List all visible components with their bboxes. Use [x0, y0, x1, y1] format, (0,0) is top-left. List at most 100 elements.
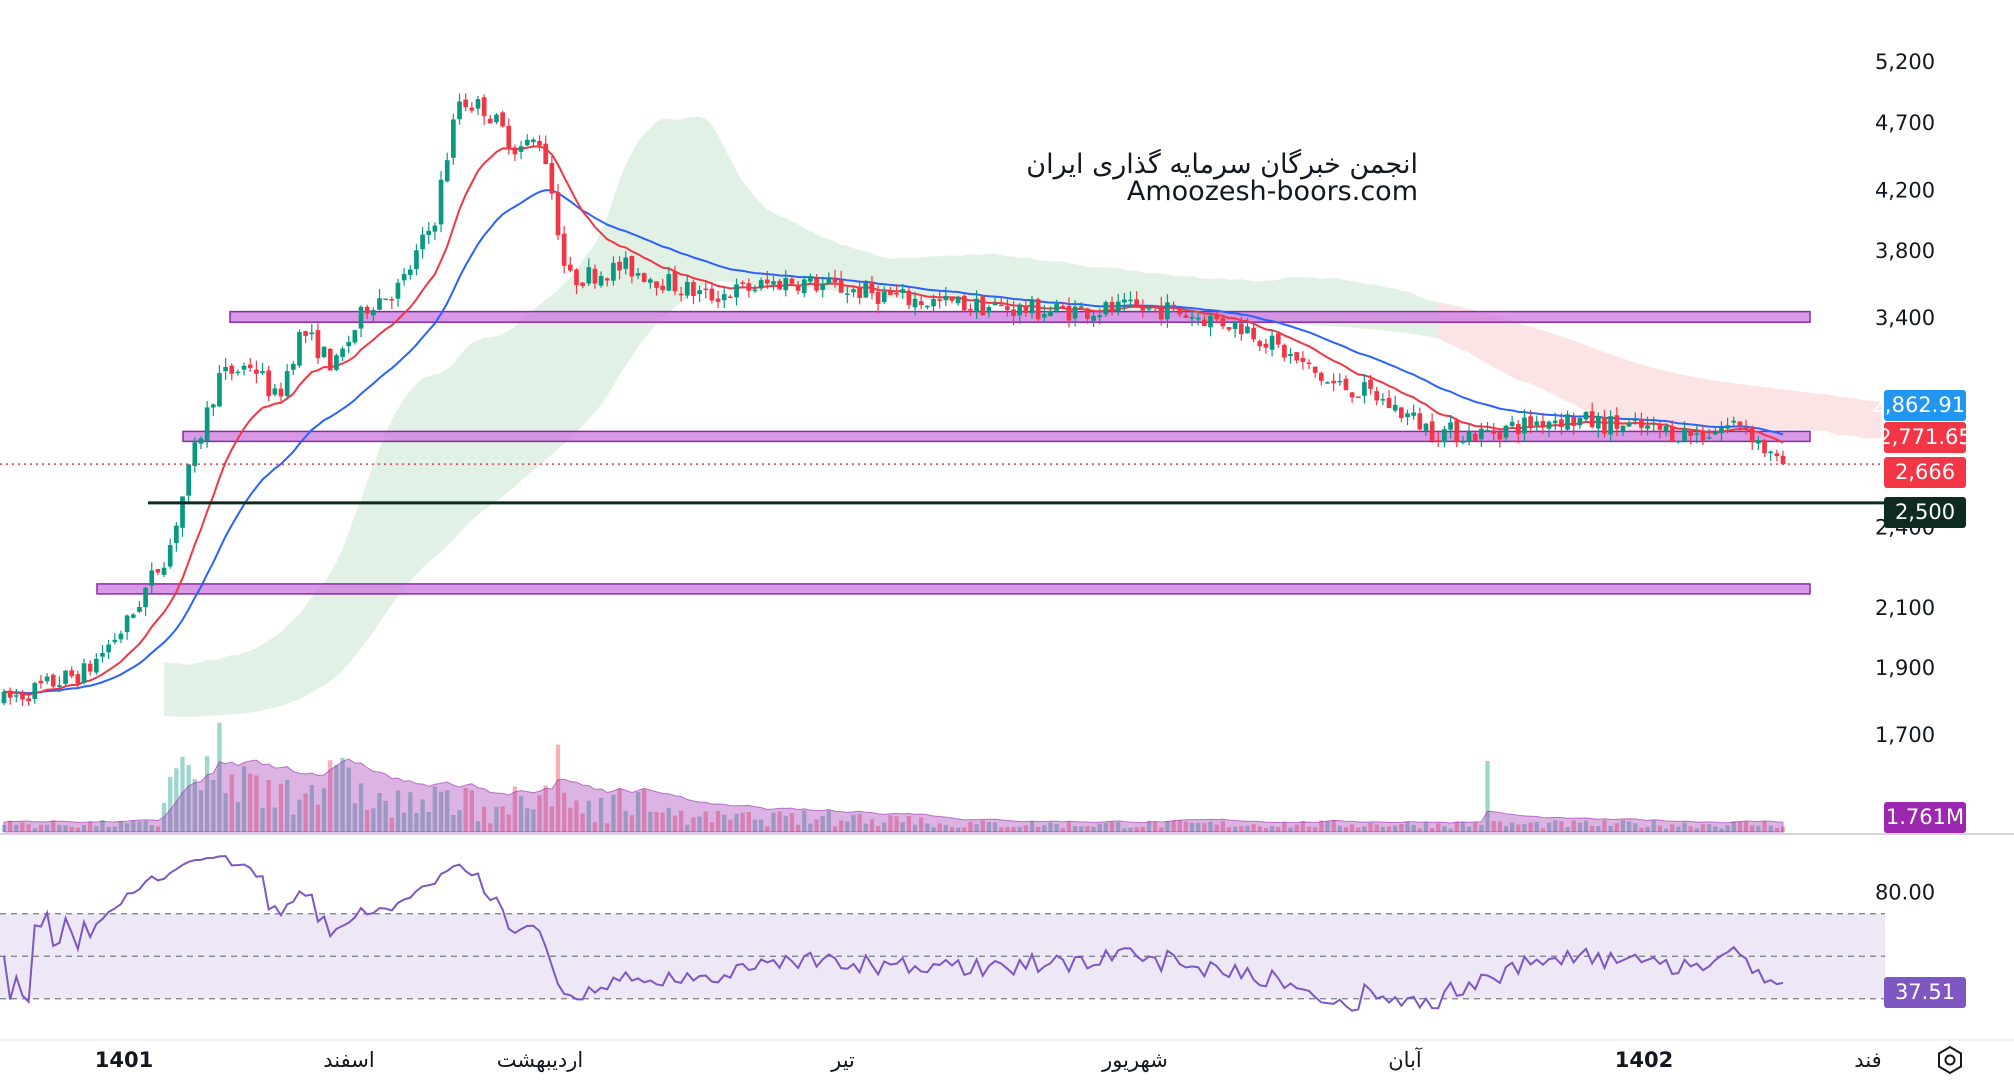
- candle[interactable]: [863, 280, 869, 298]
- candle[interactable]: [469, 102, 475, 113]
- candle[interactable]: [371, 307, 376, 322]
- price-zone[interactable]: [182, 430, 1811, 443]
- candle[interactable]: [684, 274, 690, 299]
- candle[interactable]: [1386, 390, 1392, 409]
- candle[interactable]: [63, 670, 68, 687]
- settings-icon[interactable]: [1938, 1045, 1962, 1075]
- candle[interactable]: [1115, 293, 1121, 316]
- candle[interactable]: [512, 144, 518, 162]
- candle[interactable]: [364, 304, 370, 320]
- candle[interactable]: [1780, 450, 1786, 465]
- candle[interactable]: [118, 630, 124, 644]
- candle[interactable]: [678, 286, 684, 302]
- candle[interactable]: [949, 295, 955, 304]
- candle[interactable]: [1491, 423, 1497, 441]
- candle[interactable]: [832, 269, 838, 288]
- candle[interactable]: [592, 264, 598, 289]
- candle[interactable]: [1706, 429, 1712, 440]
- candle[interactable]: [223, 357, 228, 381]
- candle[interactable]: [1029, 295, 1035, 319]
- candle[interactable]: [604, 277, 610, 287]
- candle[interactable]: [93, 653, 99, 675]
- candle[interactable]: [943, 287, 949, 307]
- candle[interactable]: [1331, 373, 1336, 392]
- price-zone[interactable]: [96, 583, 1811, 595]
- candle[interactable]: [494, 113, 499, 125]
- candle[interactable]: [1700, 424, 1706, 446]
- candle[interactable]: [660, 278, 666, 294]
- candle[interactable]: [1263, 338, 1269, 354]
- candle[interactable]: [506, 118, 512, 155]
- candle[interactable]: [444, 152, 450, 183]
- candle[interactable]: [13, 688, 19, 703]
- candle[interactable]: [1719, 421, 1724, 442]
- candle[interactable]: [1614, 407, 1620, 436]
- candle[interactable]: [567, 256, 573, 273]
- candle[interactable]: [50, 673, 56, 690]
- candle[interactable]: [395, 278, 401, 307]
- candle[interactable]: [1269, 329, 1275, 357]
- candle[interactable]: [57, 676, 62, 693]
- candle[interactable]: [303, 330, 308, 344]
- candle[interactable]: [106, 639, 111, 659]
- candle[interactable]: [648, 277, 653, 289]
- candle[interactable]: [771, 275, 776, 291]
- horizontal-lines[interactable]: [0, 463, 1895, 505]
- candle[interactable]: [808, 273, 813, 285]
- candle[interactable]: [1522, 409, 1527, 442]
- candle[interactable]: [1571, 412, 1577, 436]
- candle[interactable]: [1041, 304, 1047, 323]
- candle[interactable]: [290, 361, 296, 375]
- candle[interactable]: [1282, 343, 1287, 362]
- candle[interactable]: [414, 244, 419, 276]
- candle[interactable]: [124, 614, 130, 640]
- candle[interactable]: [1134, 291, 1139, 308]
- candle[interactable]: [75, 670, 81, 688]
- rsi-line[interactable]: [3, 855, 1784, 1012]
- candle[interactable]: [728, 294, 733, 299]
- candle[interactable]: [1731, 416, 1737, 428]
- candle[interactable]: [555, 184, 561, 240]
- candle[interactable]: [451, 113, 456, 165]
- candle[interactable]: [229, 363, 235, 381]
- candle[interactable]: [992, 295, 998, 306]
- candle[interactable]: [1534, 415, 1540, 432]
- candle[interactable]: [1072, 300, 1078, 327]
- candle[interactable]: [1318, 371, 1324, 386]
- candle[interactable]: [598, 271, 604, 288]
- candle[interactable]: [1423, 422, 1429, 436]
- candle[interactable]: [758, 277, 764, 291]
- candle[interactable]: [1559, 413, 1564, 435]
- candle[interactable]: [32, 681, 38, 704]
- candle[interactable]: [826, 272, 832, 285]
- candle[interactable]: [888, 286, 893, 296]
- candle[interactable]: [912, 291, 918, 316]
- candle[interactable]: [1048, 306, 1053, 317]
- candle[interactable]: [918, 295, 924, 309]
- candle[interactable]: [161, 561, 167, 578]
- candle[interactable]: [1497, 430, 1503, 448]
- candle[interactable]: [1245, 317, 1250, 334]
- candle[interactable]: [666, 266, 672, 291]
- candle[interactable]: [1454, 418, 1460, 448]
- candle[interactable]: [420, 226, 425, 259]
- candle[interactable]: [278, 382, 284, 402]
- candle[interactable]: [844, 285, 850, 304]
- candle[interactable]: [87, 660, 93, 676]
- candle[interactable]: [1355, 396, 1361, 399]
- candle[interactable]: [1294, 352, 1300, 364]
- candle[interactable]: [1337, 373, 1343, 386]
- candle[interactable]: [611, 256, 616, 286]
- candle[interactable]: [297, 329, 302, 368]
- candle[interactable]: [561, 226, 567, 274]
- candle[interactable]: [543, 135, 549, 165]
- candle[interactable]: [1688, 430, 1694, 445]
- candle[interactable]: [44, 673, 50, 685]
- candle[interactable]: [672, 265, 678, 296]
- candle[interactable]: [1756, 436, 1761, 450]
- candle[interactable]: [1448, 414, 1453, 439]
- candle[interactable]: [1632, 412, 1638, 425]
- candle[interactable]: [1540, 412, 1546, 435]
- candle[interactable]: [1208, 314, 1213, 337]
- candle[interactable]: [1306, 359, 1312, 370]
